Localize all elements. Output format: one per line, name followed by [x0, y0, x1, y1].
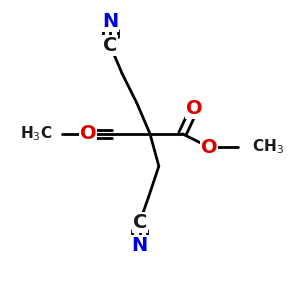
Text: C: C — [133, 213, 147, 232]
Text: O: O — [201, 138, 217, 157]
Text: O: O — [80, 124, 97, 143]
Text: N: N — [132, 236, 148, 255]
Text: CH$_3$: CH$_3$ — [252, 138, 284, 156]
Text: C: C — [103, 36, 117, 55]
Text: N: N — [102, 12, 119, 32]
Text: O: O — [186, 99, 202, 118]
Text: H$_3$C: H$_3$C — [20, 124, 53, 143]
